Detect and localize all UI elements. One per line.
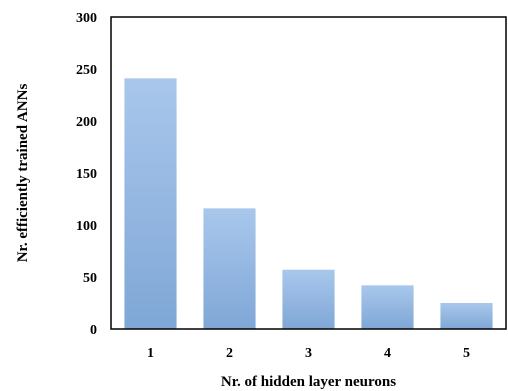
y-tick-label-0: 0 (90, 323, 97, 338)
x-axis-title: Nr. of hidden layer neurons (221, 374, 396, 390)
x-tick-label-3: 3 (305, 346, 312, 361)
bars-group (124, 78, 493, 329)
x-tick-labels: 1 2 3 4 5 (147, 346, 470, 361)
bar-4 (361, 285, 414, 329)
plot-frame (110, 16, 507, 330)
y-tick-label-150: 150 (76, 167, 97, 182)
y-tick-label-250: 250 (76, 63, 97, 78)
y-axis-title: Nr. efficiently trained ANNs (15, 84, 31, 263)
y-tick-labels: 0 50 100 150 200 250 300 (76, 11, 97, 338)
x-tick-label-4: 4 (384, 346, 391, 361)
x-tick-label-2: 2 (226, 346, 233, 361)
y-tick-label-200: 200 (76, 115, 97, 130)
x-tick-label-5: 5 (463, 346, 470, 361)
bar-5 (440, 303, 493, 329)
y-tick-label-50: 50 (83, 271, 97, 286)
y-tick-label-300: 300 (76, 11, 97, 26)
x-tick-label-1: 1 (147, 346, 154, 361)
bar-1 (124, 78, 177, 329)
y-tick-label-100: 100 (76, 219, 97, 234)
bar-3 (282, 269, 335, 329)
bar-2 (203, 208, 256, 329)
